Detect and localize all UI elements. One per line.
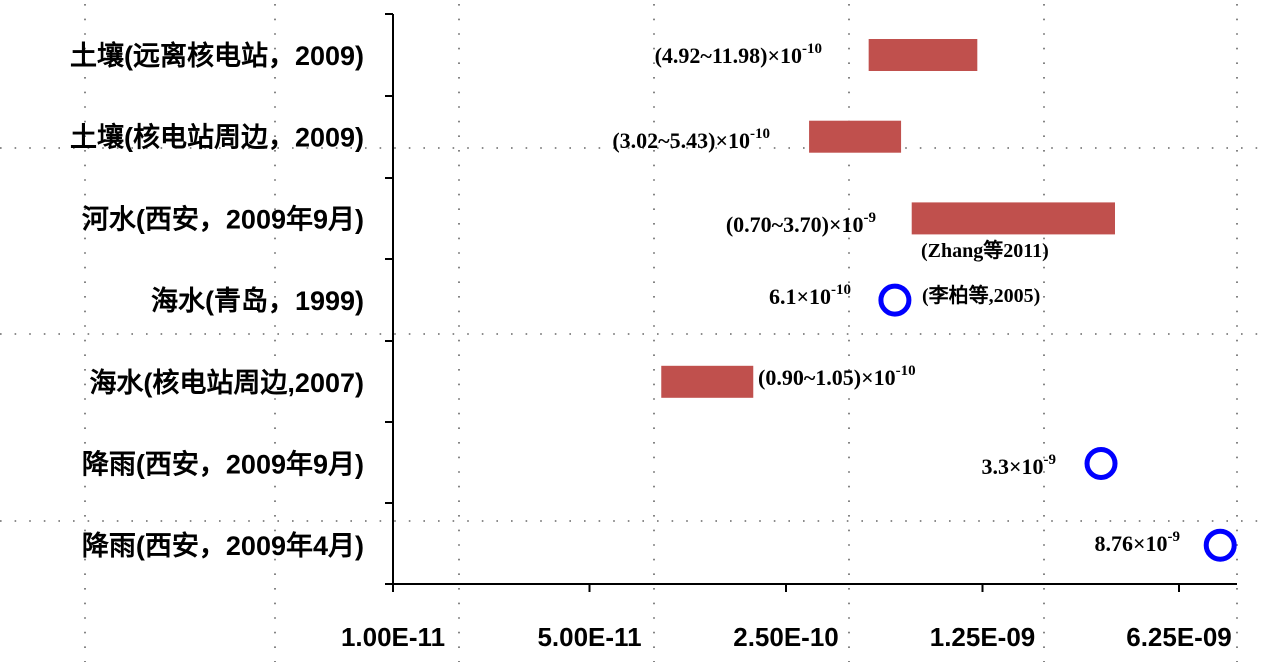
annotations: (Zhang等2011) (李柏等,2005): [921, 238, 1049, 307]
data-point-marker: [1203, 528, 1237, 562]
category-label: 河水(西安，2009年9月): [82, 203, 364, 234]
category-label: 海水(青岛，1999): [151, 285, 364, 316]
data-label: (0.90~1.05)×10-10: [758, 363, 916, 390]
x-tick-label: 1.00E-11: [341, 622, 445, 652]
range-bar: [661, 365, 754, 398]
data-point-marker: [878, 283, 912, 317]
annotation-zhang: (Zhang等2011): [921, 238, 1049, 262]
data-labels: (4.92~11.98)×10-10 (3.02~5.43)×10-10 (0.70…: [612, 41, 1180, 556]
category-label: 土壤(远离核电站，2009): [70, 40, 364, 71]
category-label: 降雨(西安，2009年9月): [82, 449, 364, 480]
axes: [392, 14, 1237, 585]
annotation-li: (李柏等,2005): [922, 283, 1040, 307]
x-tick-label: 2.50E-10: [733, 622, 839, 652]
category-labels: 土壤(远离核电站，2009) 土壤(核电站周边，2009) 河水(西安，2009年9…: [70, 40, 364, 561]
data-label: 6.1×10-10: [769, 282, 851, 309]
data-label: 8.76×10-9: [1094, 529, 1180, 556]
category-label: 海水(核电站周边,2007): [89, 367, 364, 398]
x-tick-label: 5.00E-11: [537, 622, 641, 652]
range-bar: [868, 39, 978, 71]
category-label: 降雨(西安，2009年4月): [82, 530, 364, 561]
x-tick-label: 1.25E-09: [930, 622, 1036, 652]
category-label: 土壤(核电站周边，2009): [70, 122, 364, 153]
data-point-marker: [1084, 447, 1118, 480]
range-bar: [809, 120, 902, 153]
grid-lines: [0, 4, 1269, 662]
axis-ticks: 1.00E-11 5.00E-11 2.50E-10 1.25E-09 6.25E-09: [341, 13, 1232, 652]
range-bar: [911, 202, 1115, 235]
data-label: (0.70~3.70)×10-9: [726, 210, 876, 237]
data-label: (4.92~11.98)×10-10: [655, 41, 822, 68]
data-label: 3.3×10-9: [981, 452, 1056, 479]
data-marks: [661, 39, 1237, 562]
x-tick-label: 6.25E-09: [1126, 622, 1232, 652]
data-label: (3.02~5.43)×10-10: [612, 126, 770, 153]
